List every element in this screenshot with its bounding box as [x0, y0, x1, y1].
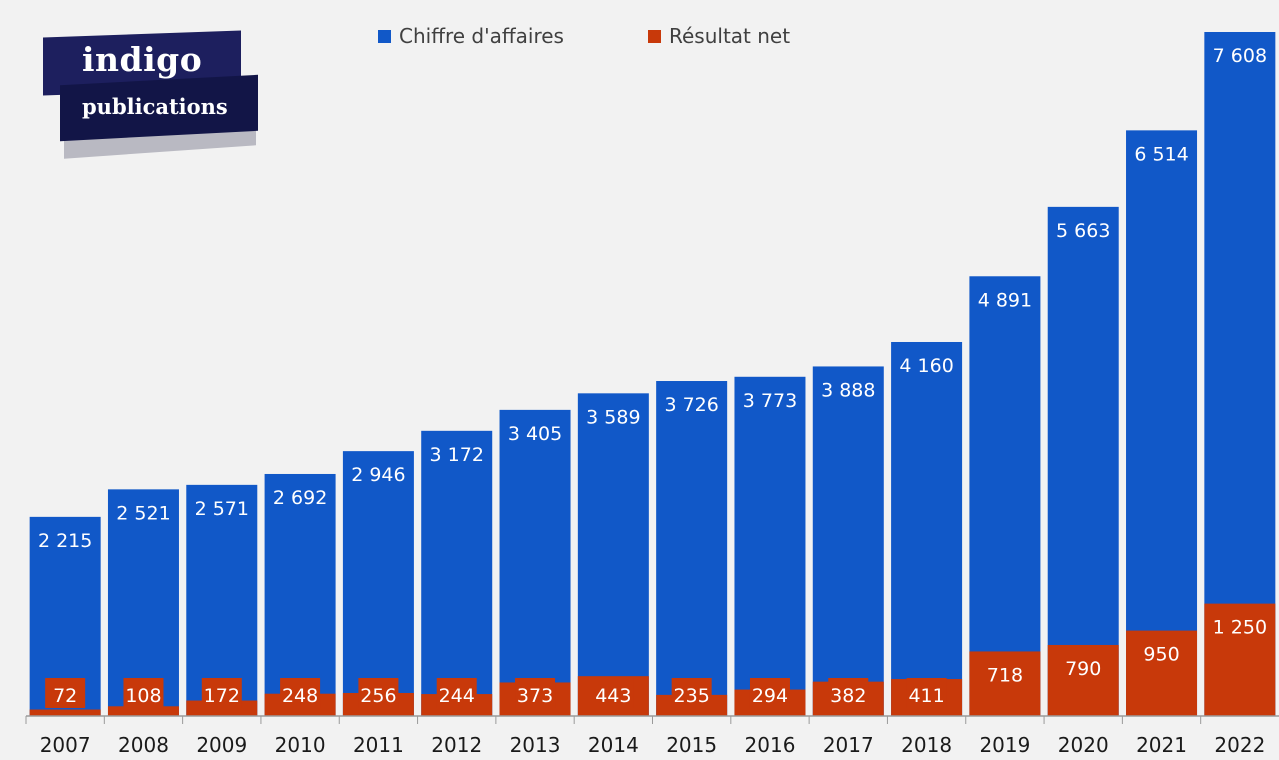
x-tick-label-2021: 2021 [1136, 733, 1187, 757]
label-net-2022: 1 250 [1213, 617, 1267, 639]
bar-net-2019 [969, 651, 1041, 716]
logo-text-indigo: indigo [82, 40, 203, 79]
label-net-2009: 172 [204, 685, 240, 707]
label-net-2007: 72 [53, 685, 77, 707]
legend-item-net: Résultat net [647, 24, 791, 48]
label-bg-net-2018 [906, 678, 947, 708]
label-net-2012: 244 [439, 685, 475, 707]
legend-label-net: Résultat net [668, 24, 791, 48]
label-net-2008: 108 [125, 685, 161, 707]
label-net-2010: 248 [282, 685, 318, 707]
x-tick-label-2009: 2009 [196, 733, 247, 757]
x-tick-label-2007: 2007 [40, 733, 91, 757]
label-bg-net-2011 [358, 678, 399, 708]
x-tick-label-2017: 2017 [823, 733, 874, 757]
label-net-2014: 443 [595, 685, 631, 707]
bar-revenue-2020 [1047, 206, 1119, 716]
bar-revenue-2013 [499, 409, 571, 716]
bar-revenue-2019 [969, 276, 1041, 716]
x-tick-label-2008: 2008 [118, 733, 169, 757]
x-tick-label-2010: 2010 [275, 733, 326, 757]
bar-revenue-2016 [734, 376, 806, 716]
x-tick-label-2020: 2020 [1058, 733, 1109, 757]
label-revenue-2017: 3 888 [821, 379, 875, 401]
x-tick-label-2018: 2018 [901, 733, 952, 757]
label-revenue-2014: 3 589 [586, 406, 640, 428]
bar-revenue-2009 [186, 484, 258, 716]
bar-revenue-2017 [812, 366, 884, 716]
bar-revenue-2010 [264, 473, 336, 716]
label-bg-net-2017 [828, 678, 869, 708]
label-revenue-2021: 6 514 [1134, 143, 1188, 165]
label-net-2020: 790 [1065, 658, 1101, 680]
label-revenue-2010: 2 692 [273, 487, 327, 509]
x-tick-label-2013: 2013 [510, 733, 561, 757]
label-revenue-2018: 4 160 [899, 355, 953, 377]
indigo-publications-logo: indigo publications [40, 30, 260, 159]
bar-net-2021 [1126, 630, 1198, 716]
label-revenue-2008: 2 521 [116, 502, 170, 524]
label-revenue-2022: 7 608 [1213, 45, 1267, 67]
bar-net-2020 [1047, 644, 1119, 716]
label-bg-net-2009 [201, 678, 242, 708]
x-tick-label-2015: 2015 [666, 733, 717, 757]
label-net-2021: 950 [1143, 644, 1179, 666]
bar-revenue-2011 [342, 451, 414, 716]
x-tick-label-2011: 2011 [353, 733, 404, 757]
label-bg-net-2012 [436, 678, 477, 708]
label-revenue-2011: 2 946 [351, 464, 405, 486]
x-tick-label-2019: 2019 [979, 733, 1030, 757]
legend-item-revenue: Chiffre d'affaires [378, 24, 564, 48]
bar-revenue-2021 [1126, 130, 1198, 717]
label-bg-net-2015 [671, 678, 712, 708]
bar-revenue-2018 [891, 341, 963, 716]
x-tick-label-2022: 2022 [1214, 733, 1265, 757]
chart-legend: Chiffre d'affaires Résultat net [378, 24, 790, 48]
legend-swatch-net [647, 29, 661, 43]
label-net-2017: 382 [830, 685, 866, 707]
label-net-2019: 718 [987, 664, 1023, 686]
bar-revenue-2014 [577, 393, 649, 716]
bar-revenue-2012 [421, 430, 493, 716]
bar-revenue-2015 [656, 381, 728, 716]
label-revenue-2020: 5 663 [1056, 220, 1110, 242]
label-revenue-2012: 3 172 [430, 444, 484, 466]
x-tick-label-2016: 2016 [745, 733, 796, 757]
label-bg-net-2013 [515, 678, 556, 708]
label-net-2011: 256 [360, 685, 396, 707]
bar-revenue-2022 [1204, 32, 1276, 716]
label-net-2015: 235 [674, 685, 710, 707]
bar-net-2008 [107, 706, 179, 716]
label-revenue-2016: 3 773 [743, 390, 797, 412]
bar-net-2007 [29, 709, 101, 716]
label-bg-net-2010 [280, 678, 321, 708]
label-revenue-2007: 2 215 [38, 530, 92, 552]
legend-swatch-revenue [378, 29, 391, 43]
label-bg-net-2014 [593, 678, 634, 708]
label-net-2016: 294 [752, 685, 788, 707]
label-revenue-2013: 3 405 [508, 423, 562, 445]
x-tick-label-2014: 2014 [588, 733, 639, 757]
logo-text-publications: publications [82, 94, 228, 119]
bar-net-2022 [1204, 603, 1276, 716]
label-revenue-2019: 4 891 [978, 289, 1032, 311]
x-tick-label-2012: 2012 [431, 733, 482, 757]
label-net-2018: 411 [908, 685, 944, 707]
label-revenue-2015: 3 726 [664, 394, 718, 416]
legend-label-revenue: Chiffre d'affaires [399, 24, 564, 48]
label-revenue-2009: 2 571 [195, 498, 249, 520]
label-net-2013: 373 [517, 685, 553, 707]
label-bg-net-2016 [749, 678, 790, 708]
label-bg-net-2008 [123, 678, 164, 708]
label-bg-net-2007 [45, 678, 86, 708]
